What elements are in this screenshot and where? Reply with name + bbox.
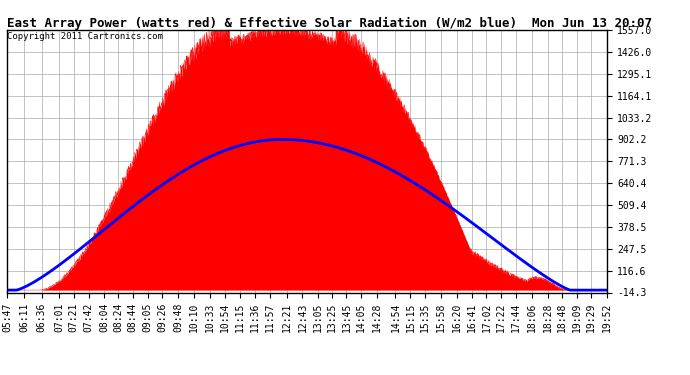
Text: Copyright 2011 Cartronics.com: Copyright 2011 Cartronics.com [7,32,163,41]
Text: East Array Power (watts red) & Effective Solar Radiation (W/m2 blue)  Mon Jun 13: East Array Power (watts red) & Effective… [7,17,652,30]
